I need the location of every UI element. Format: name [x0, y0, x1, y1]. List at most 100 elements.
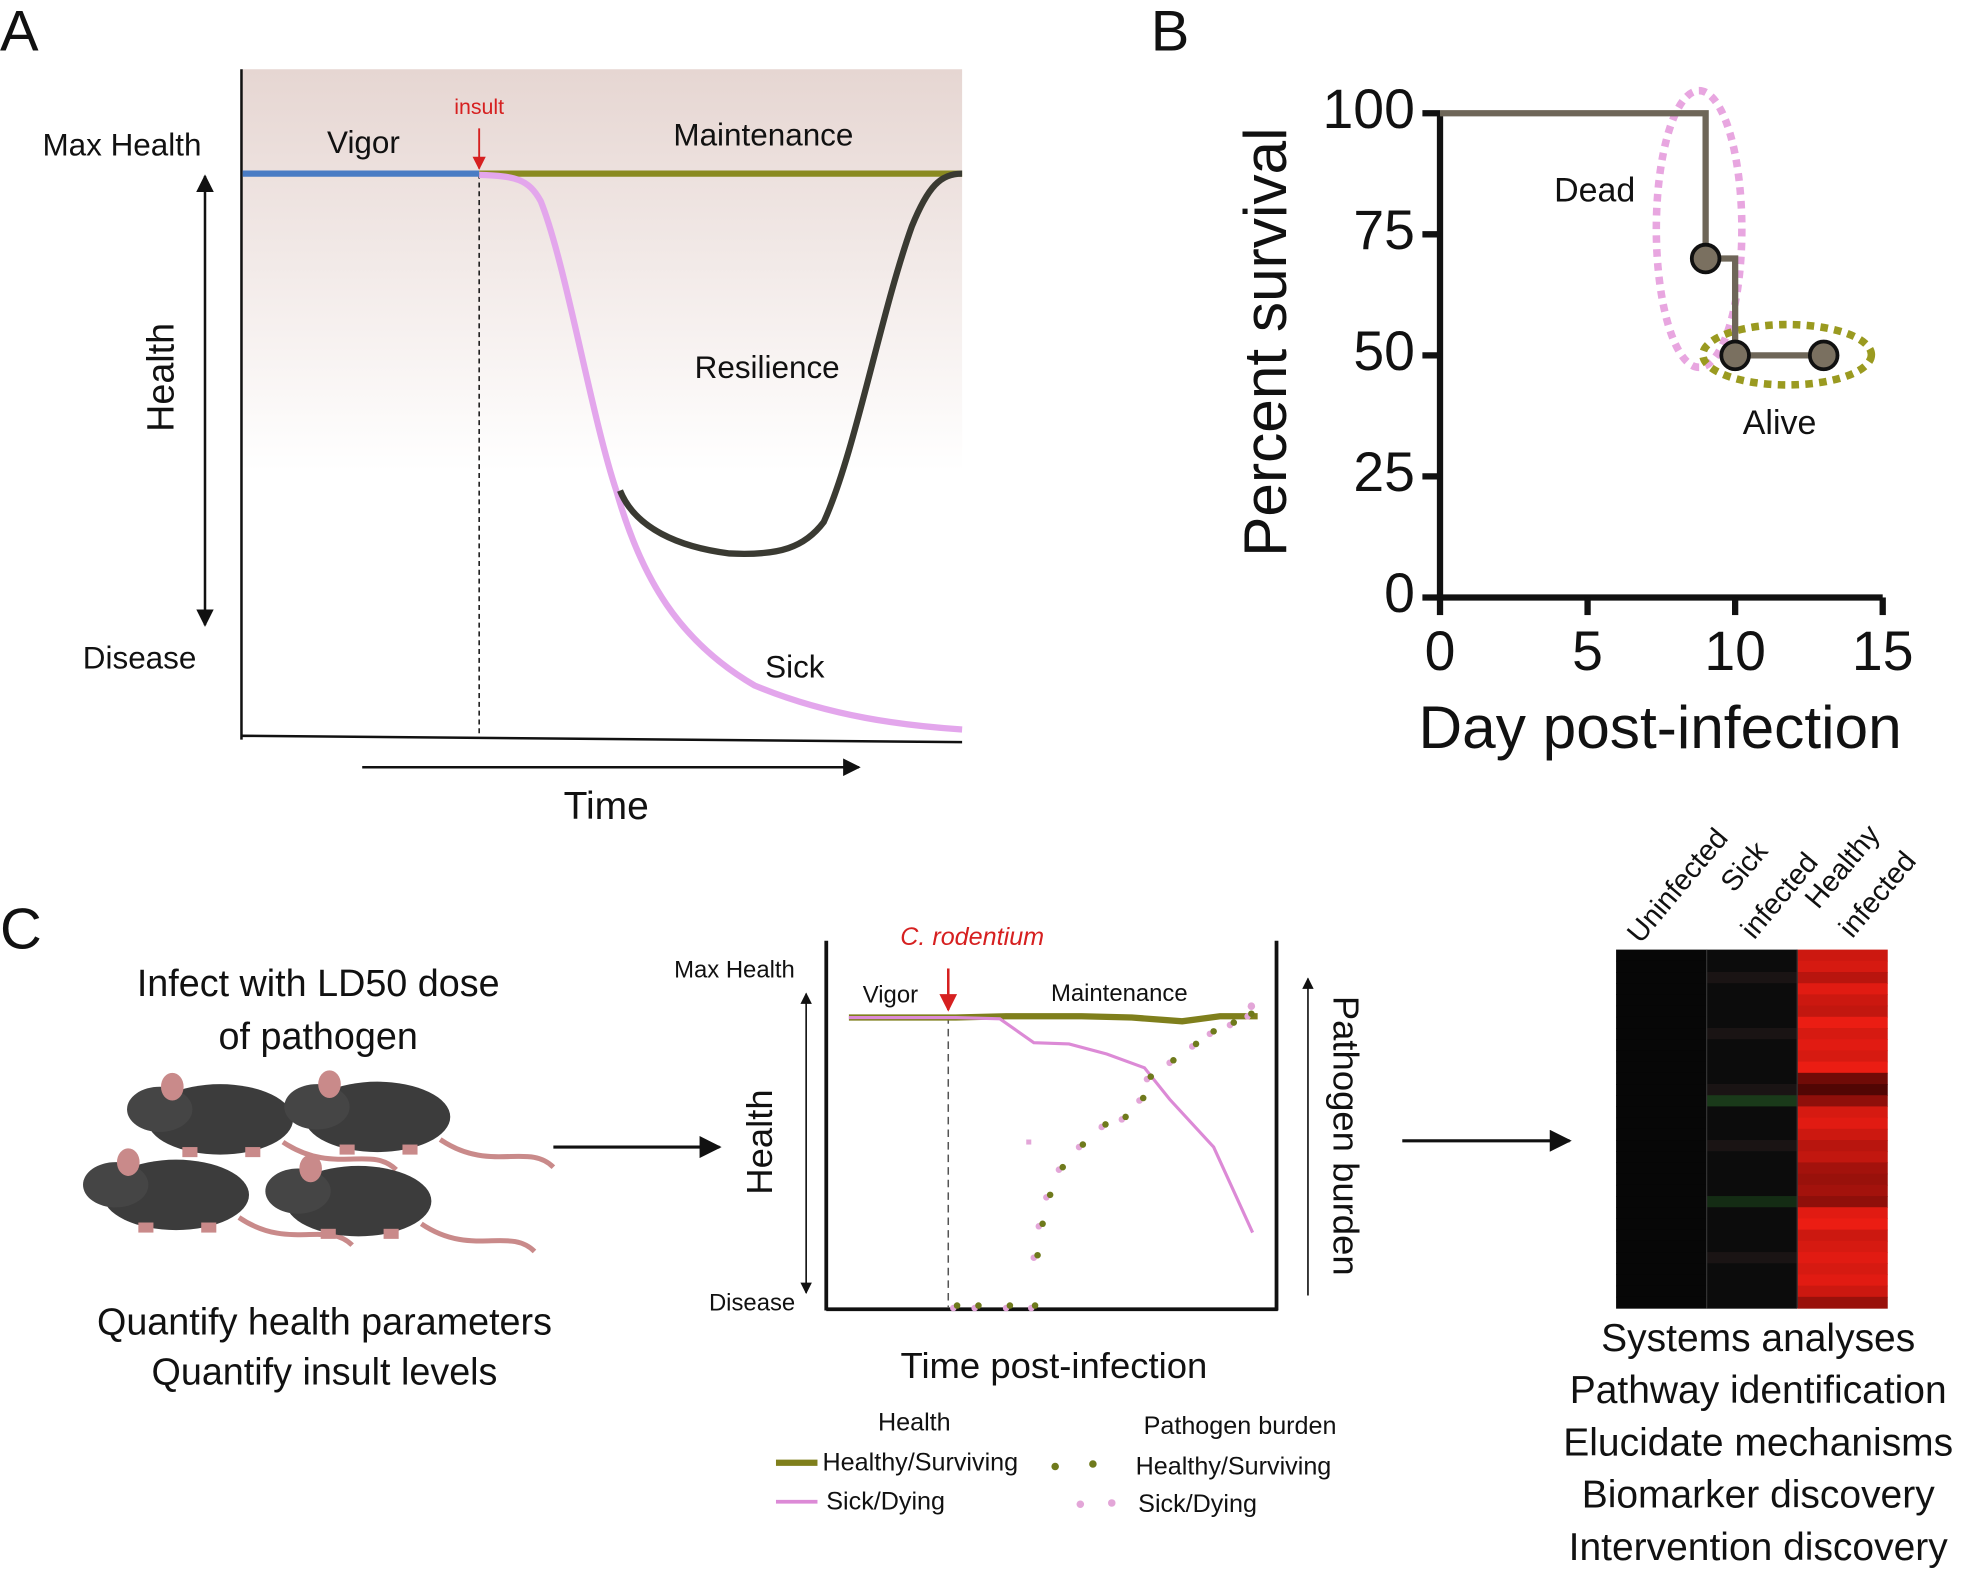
max-health-label: Max Health: [42, 128, 201, 163]
burden-dot: [1039, 1220, 1046, 1228]
burden-dot: [1192, 1040, 1200, 1048]
heatmap-cell: [1797, 1162, 1888, 1175]
heatmap-cell: [1706, 949, 1798, 962]
x-axis-title: Day post-infection: [1419, 693, 1902, 761]
mouse-tail: [237, 1215, 354, 1248]
heatmap-cell: [1616, 1072, 1707, 1085]
heatmap-cell: [1797, 1285, 1888, 1298]
heatmap-cell: [1797, 994, 1888, 1007]
step-text: Infect with LD50 dose: [137, 962, 500, 1004]
panel-a-background: [241, 69, 963, 740]
outcome-text: Biomarker discovery: [1582, 1474, 1935, 1517]
legend-label: Sick/Dying: [1138, 1490, 1257, 1518]
heatmap-cell: [1706, 1151, 1798, 1164]
heatmap-cell: [1706, 1173, 1798, 1186]
heatmap-cell: [1797, 1061, 1888, 1074]
x-tick-label: 0: [1425, 620, 1456, 682]
survival-point: [1719, 339, 1751, 372]
legend-label: Healthy/Surviving: [1136, 1452, 1332, 1480]
burden-dot: [1147, 1073, 1155, 1080]
mouse-ear: [318, 1070, 341, 1099]
heatmap-cell: [1797, 1274, 1888, 1287]
mouse-foot: [201, 1222, 217, 1233]
heatmap-cell: [1616, 1117, 1707, 1130]
legend-title: Pathogen burden: [1144, 1412, 1337, 1440]
burden-dot: [1122, 1113, 1129, 1121]
heatmap-cell: [1797, 1151, 1888, 1164]
burden-dot: [1102, 1121, 1109, 1128]
heatmap-cell: [1706, 960, 1798, 973]
mouse-ear: [116, 1148, 140, 1176]
legend-swatch: [1107, 1499, 1116, 1507]
heatmap-cell: [1797, 960, 1888, 973]
heatmap-cell: [1616, 1039, 1707, 1052]
heatmap-cell: [1706, 983, 1798, 996]
outcome-text: Elucidate mechanisms: [1563, 1421, 1953, 1464]
heatmap-cell: [1616, 1252, 1707, 1264]
mouse-foot: [138, 1222, 154, 1233]
sick-curve: [479, 171, 963, 733]
heatmap-cell: [1616, 949, 1707, 962]
heatmap-cell: [1706, 1274, 1798, 1287]
heatmap-cell: [1616, 1016, 1707, 1029]
legend-swatch: [1051, 1462, 1059, 1471]
heatmap-cell: [1616, 1207, 1707, 1220]
outcome-text: Pathway identification: [1570, 1369, 1947, 1412]
heatmap-cell: [1706, 1039, 1798, 1052]
heatmap-cell: [1797, 1106, 1888, 1119]
burden-dot: [1059, 1163, 1066, 1171]
mouse-head: [265, 1168, 331, 1214]
heatmap-cell: [1616, 1028, 1707, 1040]
x-axis-title: Time: [564, 785, 649, 828]
heatmap-cell: [1706, 1106, 1798, 1119]
burden-dot: [1210, 1028, 1217, 1035]
vigor-label: Vigor: [863, 981, 918, 1008]
mouse-ear: [160, 1072, 184, 1101]
heatmap-cell: [1616, 1050, 1707, 1063]
max-health-label: Max Health: [674, 956, 795, 983]
heatmap-cell: [1797, 972, 1888, 984]
heatmap-cell: [1706, 1263, 1798, 1276]
heatmap-cell: [1797, 1240, 1888, 1253]
heatmap-cell: [1797, 1028, 1888, 1040]
outcome-text: Intervention discovery: [1569, 1526, 1949, 1569]
mouse-foot: [339, 1144, 355, 1155]
burden-dot: [1248, 1010, 1255, 1018]
heatmap-cell: [1706, 1005, 1798, 1018]
vigor-label: Vigor: [327, 125, 400, 160]
heatmap-cell: [1616, 1084, 1707, 1096]
heatmap-cell: [1797, 1016, 1888, 1029]
heatmap-cell: [1797, 1084, 1888, 1096]
heatmap-cell: [1797, 1252, 1888, 1264]
heatmap-cell: [1706, 1252, 1798, 1264]
heatmap-cell: [1706, 1218, 1798, 1231]
heatmap-cell: [1797, 1050, 1888, 1063]
heatmap-cell: [1706, 994, 1798, 1007]
heatmap-cell: [1797, 1095, 1888, 1108]
insult-label: insult: [454, 95, 504, 119]
heatmap-cell: [1797, 1263, 1888, 1276]
legend-title: Health: [878, 1408, 951, 1436]
heatmap-cell: [1616, 1140, 1707, 1152]
heatmap-cell: [1797, 1140, 1888, 1152]
heatmap-cell: [1706, 1016, 1798, 1029]
burden-dot: [953, 1302, 961, 1309]
burden-dot: [1139, 1094, 1147, 1102]
heatmap-cell: [1706, 1140, 1798, 1152]
x-tick-label: 5: [1572, 620, 1603, 682]
disease-label: Disease: [709, 1290, 795, 1317]
heatmap-cell: [1616, 1151, 1707, 1164]
heatmap-cell: [1706, 1072, 1798, 1085]
step-text: of pathogen: [219, 1015, 418, 1057]
y-tick-label: 50: [1353, 320, 1415, 382]
heatmap-cell: [1797, 983, 1888, 996]
heatmap-cell: [1797, 1218, 1888, 1231]
heatmap-cell: [1706, 1229, 1798, 1242]
heatmap-cell: [1706, 1240, 1798, 1253]
legend-label: Healthy/Surviving: [823, 1449, 1019, 1477]
step-text: Quantify insult levels: [152, 1351, 498, 1393]
annotation: Alive: [1743, 404, 1817, 442]
y-axis-title: Health: [739, 1089, 780, 1194]
burden-dot: [1247, 1002, 1256, 1010]
outcome-text: Systems analyses: [1601, 1317, 1915, 1360]
